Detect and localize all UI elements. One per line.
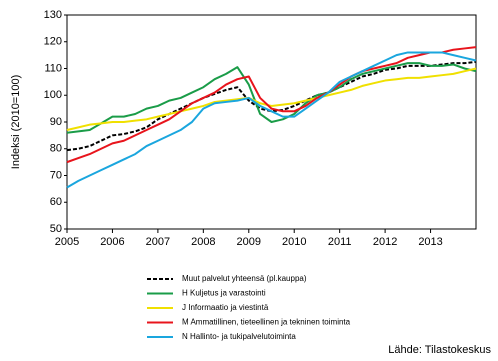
- y-tick-label: 60: [50, 196, 62, 208]
- legend-label: M Ammatillinen, tieteellinen ja tekninen…: [182, 318, 351, 327]
- y-axis-label: Indeksi (2010=100): [10, 75, 22, 169]
- y-tick-label: 80: [50, 143, 62, 155]
- x-tick-label: 2006: [100, 236, 124, 248]
- y-tick-label: 130: [44, 9, 62, 21]
- source: Lähde: Tilastokeskus: [388, 344, 491, 356]
- x-tick-label: 2013: [418, 236, 442, 248]
- series-line: [66, 62, 477, 134]
- y-tick-label: 70: [50, 169, 62, 181]
- y-tick-label: 100: [44, 89, 62, 101]
- legend-label: H Kuljetus ja varastointi: [182, 289, 266, 298]
- series-line: [66, 51, 477, 189]
- legend-label: J Informaatio ja viestintä: [182, 303, 269, 312]
- y-tick-label: 50: [50, 223, 62, 235]
- x-tick-label: 2009: [237, 236, 261, 248]
- legend-label: Muut palvelut yhteensä (pl.kauppa): [182, 274, 307, 283]
- series-line: [66, 46, 477, 164]
- series-line: [66, 67, 477, 131]
- x-tick-label: 2012: [373, 236, 397, 248]
- x-tick-label: 2010: [282, 236, 306, 248]
- legend-label: N Hallinto- ja tukipalvelutoiminta: [182, 332, 296, 341]
- y-tick-label: 90: [50, 116, 62, 128]
- y-tick-label: 110: [44, 62, 62, 74]
- legend: Muut palvelut yhteensä (pl.kauppa) H Kulj…: [147, 274, 351, 341]
- x-tick-label: 2008: [191, 236, 215, 248]
- y-tick-label: 120: [44, 36, 62, 48]
- x-tick-label: 2005: [55, 236, 79, 248]
- x-tick-label: 2011: [328, 236, 352, 248]
- x-tick-label: 2007: [146, 236, 170, 248]
- legend-box: [140, 270, 400, 344]
